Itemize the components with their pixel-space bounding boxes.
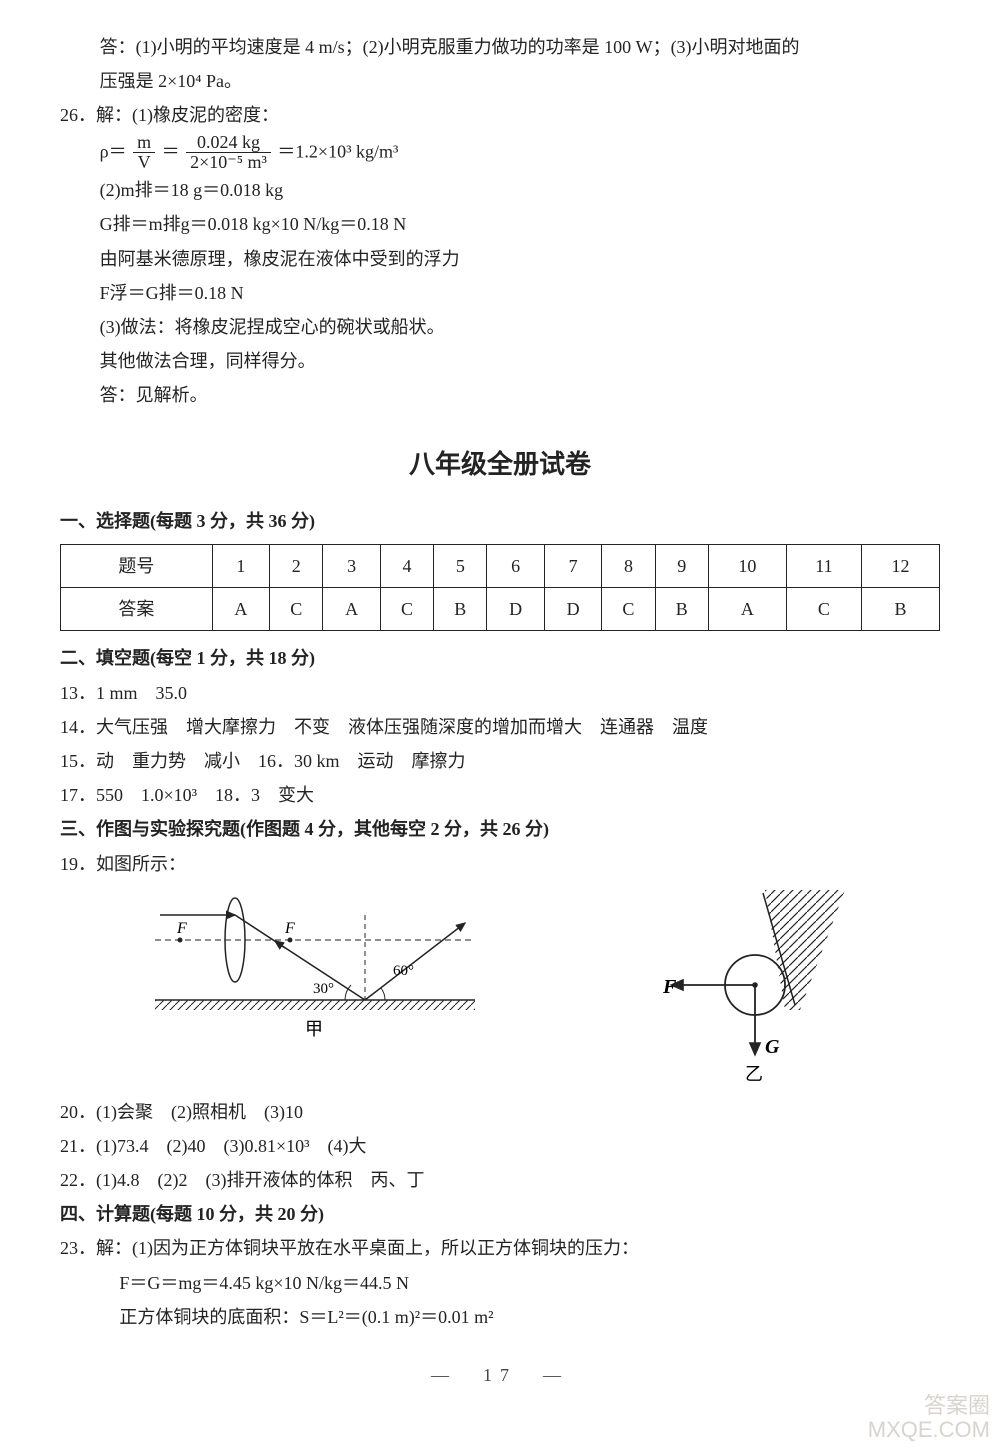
q26-3b: 其他做法合理，同样得分。 <box>60 344 940 378</box>
diagram-ball-wall: F G 乙 <box>645 885 865 1085</box>
td-4: C <box>380 588 433 631</box>
caption-jia: 甲 <box>305 1019 323 1039</box>
table-row-ans: 答案 A C A C B D D C B A C B <box>61 588 940 631</box>
td-11: C <box>786 588 861 631</box>
rho-mid: ＝ <box>162 141 180 161</box>
q21: 21．(1)73.4 (2)40 (3)0.81×10³ (4)大 <box>60 1129 940 1163</box>
th-2: 2 <box>270 545 323 588</box>
q23b: F＝G＝mg＝4.45 kg×10 N/kg＝44.5 N <box>60 1266 940 1300</box>
td-2: C <box>270 588 323 631</box>
th-label-q: 题号 <box>61 545 213 588</box>
th-12: 12 <box>862 545 940 588</box>
q17: 17．550 1.0×10³ 18．3 变大 <box>60 778 940 812</box>
watermark-line1: 答案圈 <box>868 1394 990 1418</box>
frac-val-den: 2×10⁻⁵ m³ <box>186 153 271 173</box>
td-12: B <box>862 588 940 631</box>
section-c-head: 三、作图与实验探究题(作图题 4 分，其他每空 2 分，共 26 分) <box>60 812 940 846</box>
label-F2: F <box>284 920 295 937</box>
th-3: 3 <box>323 545 380 588</box>
page-number: — 17 — <box>60 1358 940 1392</box>
th-10: 10 <box>708 545 786 588</box>
q20: 20．(1)会聚 (2)照相机 (3)10 <box>60 1095 940 1129</box>
th-7: 7 <box>544 545 601 588</box>
prev-answer-line2: 压强是 2×10⁴ Pa。 <box>60 64 940 98</box>
td-6: D <box>487 588 544 631</box>
label-F1: F <box>176 920 187 937</box>
frac-val: 0.024 kg 2×10⁻⁵ m³ <box>186 133 271 174</box>
th-4: 4 <box>380 545 433 588</box>
section-a-head: 一、选择题(每题 3 分，共 36 分) <box>60 504 940 538</box>
th-11: 11 <box>786 545 861 588</box>
label-60: 60° <box>393 963 414 979</box>
q26-2c: 由阿基米德原理，橡皮泥在液体中受到的浮力 <box>60 242 940 276</box>
label-G: G <box>765 1036 780 1058</box>
section-d-head: 四、计算题(每题 10 分，共 20 分) <box>60 1197 940 1231</box>
q26-3a: (3)做法：将橡皮泥捏成空心的碗状或船状。 <box>60 310 940 344</box>
td-5: B <box>434 588 487 631</box>
q26-2d: F浮＝G排＝0.18 N <box>60 276 940 310</box>
td-3: A <box>323 588 380 631</box>
frac-val-num: 0.024 kg <box>186 133 271 154</box>
td-9: B <box>655 588 708 631</box>
td-8: C <box>602 588 655 631</box>
q23a: 23．解：(1)因为正方体铜块平放在水平桌面上，所以正方体铜块的压力： <box>60 1231 940 1265</box>
rho-eq-left: ρ＝ <box>100 141 127 161</box>
th-6: 6 <box>487 545 544 588</box>
td-label-a: 答案 <box>61 588 213 631</box>
td-1: A <box>212 588 269 631</box>
caption-yi: 乙 <box>745 1064 763 1084</box>
td-10: A <box>708 588 786 631</box>
th-1: 1 <box>212 545 269 588</box>
q26-2a: (2)m排＝18 g＝0.018 kg <box>60 173 940 207</box>
q14: 14．大气压强 增大摩擦力 不变 液体压强随深度的增加而增大 连通器 温度 <box>60 710 940 744</box>
td-7: D <box>544 588 601 631</box>
q22: 22．(1)4.8 (2)2 (3)排开液体的体积 丙、丁 <box>60 1163 940 1197</box>
frac-mv-num: m <box>133 133 155 154</box>
answer-table: 题号 1 2 3 4 5 6 7 8 9 10 11 12 答案 A C A C… <box>60 544 940 631</box>
th-8: 8 <box>602 545 655 588</box>
rho-eq-right: ＝1.2×10³ kg/m³ <box>277 141 398 161</box>
page-title: 八年级全册试卷 <box>60 440 940 489</box>
th-5: 5 <box>434 545 487 588</box>
q23c: 正方体铜块的底面积：S＝L²＝(0.1 m)²＝0.01 m² <box>60 1300 940 1334</box>
label-F: F <box>662 976 677 998</box>
q13: 13．1 mm 35.0 <box>60 676 940 710</box>
watermark: 答案圈 MXQE.COM <box>868 1394 990 1442</box>
q26-2b: G排＝m排g＝0.018 kg×10 N/kg＝0.18 N <box>60 207 940 241</box>
q19: 19．如图所示： <box>60 847 940 881</box>
frac-mv-den: V <box>133 153 155 173</box>
q26-ans: 答：见解析。 <box>60 378 940 412</box>
watermark-line2: MXQE.COM <box>868 1418 990 1442</box>
prev-answer-line1: 答：(1)小明的平均速度是 4 m/s；(2)小明克服重力做功的功率是 100 … <box>60 30 940 64</box>
q26-head: 26．解：(1)橡皮泥的密度： <box>60 98 940 132</box>
th-9: 9 <box>655 545 708 588</box>
label-30: 30° <box>313 981 334 997</box>
q15: 15．动 重力势 减小 16．30 km 运动 摩擦力 <box>60 744 940 778</box>
table-row-head: 题号 1 2 3 4 5 6 7 8 9 10 11 12 <box>61 545 940 588</box>
diagram-lens: F F 30° 60° 甲 <box>135 885 495 1045</box>
frac-mv: m V <box>133 133 155 174</box>
q26-density-eq: ρ＝ m V ＝ 0.024 kg 2×10⁻⁵ m³ ＝1.2×10³ kg/… <box>60 133 940 174</box>
section-b-head: 二、填空题(每空 1 分，共 18 分) <box>60 641 940 675</box>
